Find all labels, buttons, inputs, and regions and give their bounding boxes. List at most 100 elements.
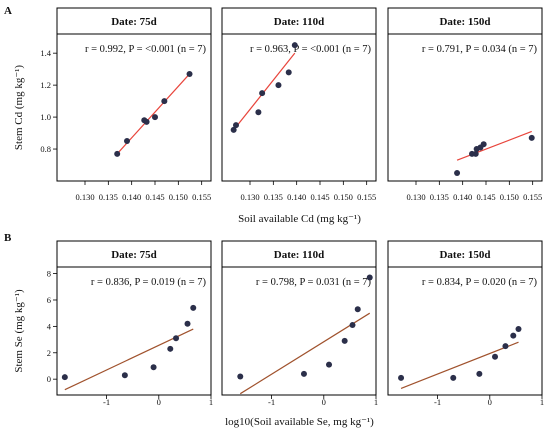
tag-B: B: [4, 232, 12, 244]
data-point: [186, 70, 193, 77]
y-tick-label: 0.8: [40, 144, 51, 154]
x-tick-label: 0.140: [287, 192, 306, 202]
data-point: [300, 370, 307, 377]
y-tick-label: 1.4: [40, 48, 51, 58]
data-point: [61, 374, 68, 381]
charts-container: Date: 75d r = 0.992, P = <0.001 (n = 7) 0.…: [13, 7, 544, 428]
panel-B-1: Date: 75d r = 0.836, P = 0.019 (n = 7) -1 0…: [47, 240, 213, 407]
y-tick-label: 4: [47, 321, 52, 331]
data-point: [341, 337, 348, 344]
data-point: [398, 374, 405, 381]
panel-A-3: Date: 150d r = 0.791, P = 0.034 (n = 7) 0.…: [387, 7, 543, 202]
panel-strip: [56, 240, 212, 268]
chart-row-A: Date: 75d r = 0.992, P = <0.001 (n = 7) 0.…: [13, 7, 543, 225]
y-axis-label: Stem Se (mg kg⁻¹): [13, 289, 25, 373]
y-tick-label: 1.2: [40, 80, 51, 90]
x-tick-label: 0.135: [430, 192, 449, 202]
panel-A-1: Date: 75d r = 0.992, P = <0.001 (n = 7) 0.…: [40, 7, 212, 202]
x-tick-label: -1: [103, 397, 110, 407]
x-tick-label: 0: [157, 397, 161, 407]
x-tick-label: 0.150: [500, 192, 519, 202]
plot-frame: [387, 266, 543, 396]
panel-title: Date: 75d: [111, 249, 157, 261]
x-tick-label: 0.130: [406, 192, 425, 202]
data-point: [255, 109, 262, 116]
fit-line: [456, 130, 532, 161]
x-tick-label: 1: [374, 397, 378, 407]
data-point: [502, 343, 509, 350]
x-tick-label: 0.155: [523, 192, 542, 202]
data-point: [326, 361, 333, 368]
panel-B-2: Date: 110d r = 0.798, P = 0.031 (n = 7) -1…: [221, 240, 378, 407]
data-point: [152, 114, 158, 121]
x-tick-label: -1: [268, 397, 275, 407]
x-tick-label: 0.145: [310, 192, 329, 202]
data-point: [143, 118, 150, 125]
y-tick-label: 2: [47, 348, 51, 358]
y-axis-label: Stem Cd (mg kg⁻¹): [13, 65, 25, 151]
plot-frame: [221, 33, 377, 182]
data-point: [510, 332, 517, 339]
data-point: [450, 374, 457, 381]
data-point: [515, 326, 522, 333]
data-point: [285, 69, 292, 76]
data-point: [259, 90, 266, 97]
data-point: [354, 306, 361, 313]
fit-line: [64, 328, 194, 391]
tag-A: A: [4, 5, 12, 17]
panel-B-3: Date: 150d r = 0.834, P = 0.020 (n = 7) -1…: [387, 240, 544, 407]
data-point: [237, 373, 244, 380]
x-tick-label: 0.135: [264, 192, 283, 202]
plot-frame: [56, 266, 212, 396]
data-point: [173, 335, 180, 342]
y-tick-label: 1.0: [40, 112, 51, 122]
panel-title: Date: 110d: [274, 16, 324, 28]
data-point: [476, 370, 483, 377]
plot-frame: [221, 266, 377, 396]
panel-strip: [387, 240, 543, 268]
data-point: [121, 372, 128, 379]
x-tick-label: 1: [540, 397, 544, 407]
data-point: [472, 150, 479, 157]
data-point: [184, 320, 191, 327]
stats-label: r = 0.798, P = 0.031 (n = 7): [256, 277, 372, 288]
x-tick-label: 0.150: [169, 192, 188, 202]
data-point: [167, 345, 174, 352]
x-tick-label: 0.140: [122, 192, 141, 202]
x-tick-label: 0.155: [357, 192, 376, 202]
x-tick-label: 0: [488, 397, 492, 407]
x-tick-label: 1: [209, 397, 213, 407]
data-point: [492, 353, 499, 360]
data-point: [349, 322, 356, 329]
data-point: [454, 170, 461, 177]
data-point: [230, 126, 237, 133]
x-tick-label: 0.135: [99, 192, 118, 202]
x-tick-label: 0: [322, 397, 326, 407]
data-point: [161, 98, 168, 105]
data-point: [190, 304, 197, 311]
y-tick-label: 6: [47, 295, 51, 305]
x-tick-label: 0.150: [334, 192, 353, 202]
panel-title: Date: 110d: [274, 249, 324, 261]
data-point: [480, 141, 487, 148]
plot-frame: [56, 33, 212, 182]
data-point: [114, 150, 121, 157]
y-tick-label: 8: [47, 269, 51, 279]
fit-line: [239, 312, 371, 395]
x-tick-label: 0.145: [145, 192, 164, 202]
x-tick-label: 0.130: [75, 192, 94, 202]
panel-strip: [387, 7, 543, 35]
panel-A-2: Date: 110d r = 0.963, P = <0.001 (n = 7) 0…: [221, 7, 377, 202]
panel-title: Date: 150d: [439, 249, 490, 261]
plot-frame: [387, 33, 543, 182]
fit-line: [400, 341, 519, 389]
panel-title: Date: 75d: [111, 16, 157, 28]
data-point: [366, 274, 373, 281]
stats-label: r = 0.836, P = 0.019 (n = 7): [91, 277, 207, 288]
chart-row-B: Date: 75d r = 0.836, P = 0.019 (n = 7) -1 0…: [13, 240, 544, 428]
y-tick-label: 0: [47, 374, 51, 384]
x-tick-label: 0.140: [453, 192, 472, 202]
panel-strip: [56, 7, 212, 35]
stats-label: r = 0.834, P = 0.020 (n = 7): [422, 277, 538, 288]
x-tick-label: 0.145: [476, 192, 495, 202]
